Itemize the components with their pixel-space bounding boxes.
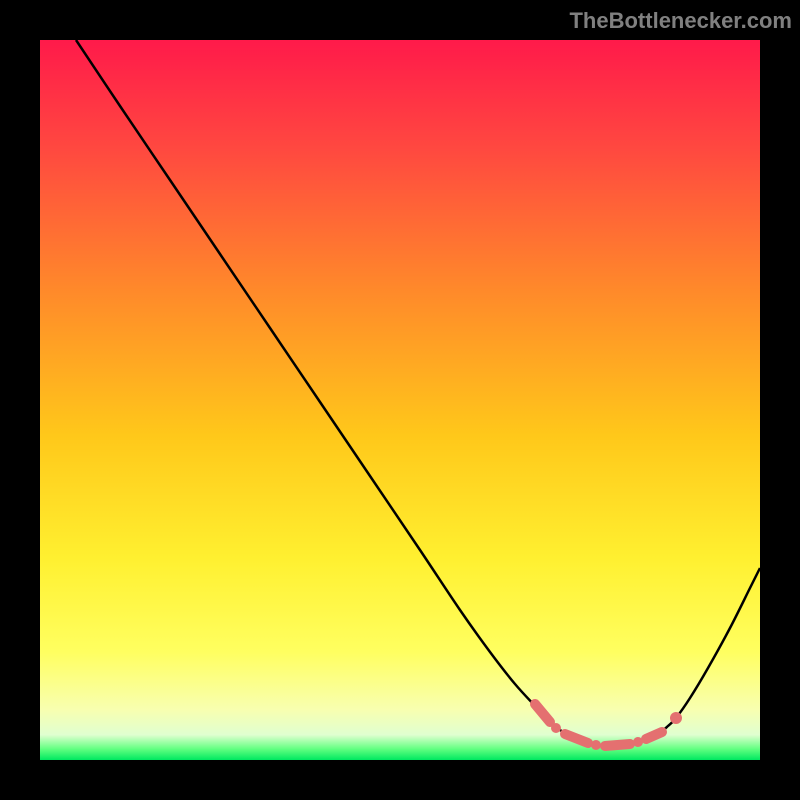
curve-layer <box>40 40 760 760</box>
watermark-text: TheBottlenecker.com <box>569 8 792 34</box>
chart-container: TheBottlenecker.com <box>0 0 800 800</box>
bottleneck-curve <box>76 40 760 746</box>
sweet-spot-markers <box>535 704 682 750</box>
plot-area <box>40 40 760 760</box>
